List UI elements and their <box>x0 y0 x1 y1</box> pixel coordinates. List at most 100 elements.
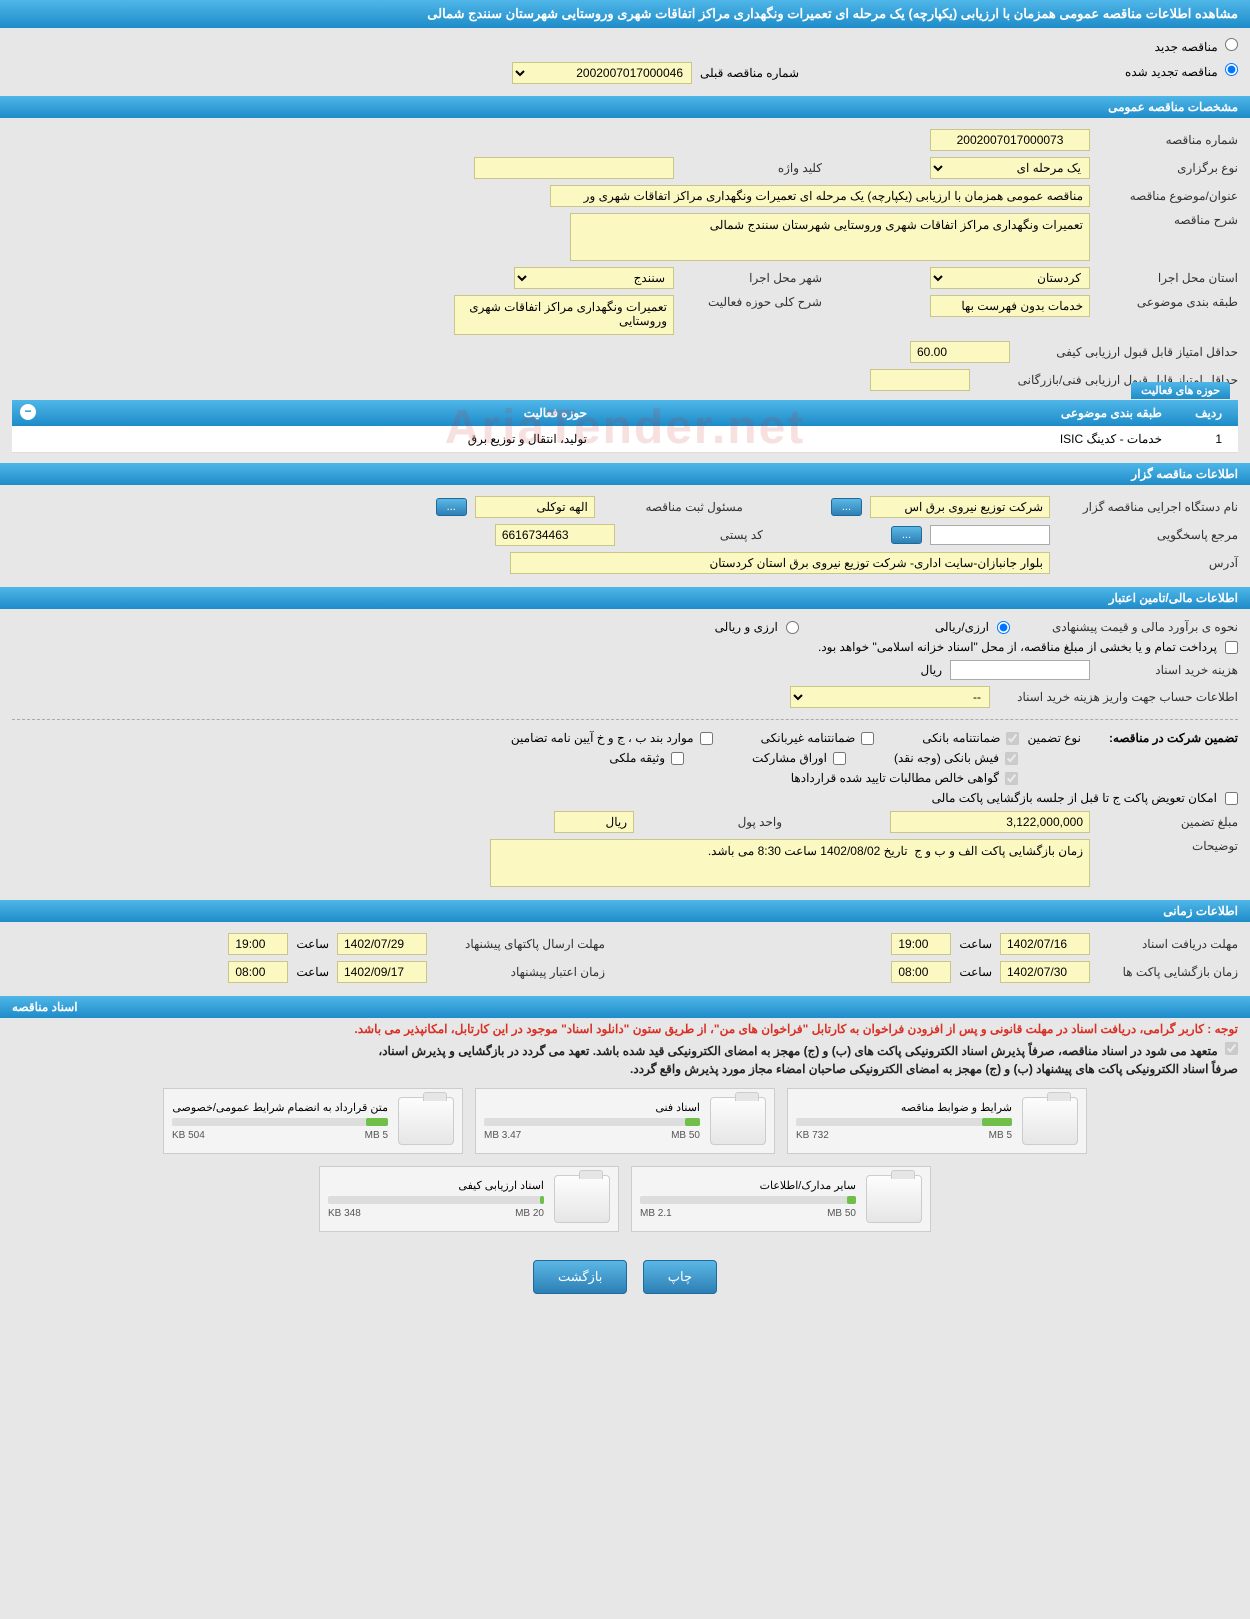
radio-est-opt1[interactable] <box>997 621 1010 634</box>
radio-renewed-tender[interactable] <box>1225 63 1238 76</box>
label-prev-number: شماره مناقصه قبلی <box>700 66 799 80</box>
value-contact: الهه توکلی <box>475 496 595 518</box>
header-general: مشخصات مناقصه عمومی <box>0 96 1250 118</box>
th-act: حوزه فعالیت <box>20 404 595 422</box>
input-keyword[interactable] <box>474 157 674 179</box>
select-holding-type[interactable]: یک مرحله ای <box>930 157 1090 179</box>
header-holder: اطلاعات مناقصه گزار <box>0 463 1250 485</box>
cb-g3[interactable] <box>700 732 713 745</box>
value-subject-class: خدمات بدون فهرست بها <box>930 295 1090 317</box>
unit-doc-cost: ریال <box>920 663 942 677</box>
value-open-time: 08:00 <box>891 961 951 983</box>
folder-icon <box>398 1097 454 1145</box>
value-receive-time: 19:00 <box>891 933 951 955</box>
cb-swap[interactable] <box>1225 792 1238 805</box>
doc-card[interactable]: اسناد ارزیابی کیفی20 MB348 KB <box>319 1166 619 1232</box>
radio-new-tender[interactable] <box>1225 38 1238 51</box>
label-amount: مبلغ تضمین <box>1098 815 1238 829</box>
value-unit: ریال <box>554 811 634 833</box>
select-prev-number[interactable]: 2002007017000046 <box>512 62 692 84</box>
input-doc-cost[interactable] <box>950 660 1090 680</box>
org-lookup-button[interactable]: ... <box>831 498 862 516</box>
progress-bar <box>796 1118 1012 1126</box>
label-activity-scope: شرح کلی حوزه فعالیت <box>682 295 822 309</box>
radio-est-opt2[interactable] <box>786 621 799 634</box>
label-swap: امکان تعویض پاکت ج تا قبل از جلسه بازگشا… <box>932 791 1217 805</box>
label-time-4: ساعت <box>296 965 329 979</box>
text-payment-note: پرداخت تمام و یا بخشی از مبلغ مناقصه، از… <box>818 640 1217 654</box>
progress-bar <box>328 1196 544 1204</box>
checkbox-payment-note[interactable] <box>1225 641 1238 654</box>
action-buttons: چاپ بازگشت <box>0 1242 1250 1312</box>
label-notes: توضیحات <box>1098 839 1238 853</box>
print-button[interactable]: چاپ <box>643 1260 717 1294</box>
contact-lookup-button[interactable]: ... <box>436 498 467 516</box>
note-black-2: صرفاً اسناد الکترونیکی پاکت های پیشنهاد … <box>0 1060 1250 1078</box>
tender-type-block: مناقصه جدید مناقصه تجدید شده شماره مناقص… <box>0 28 1250 94</box>
label-time-2: ساعت <box>959 965 992 979</box>
select-account[interactable]: -- <box>790 686 990 708</box>
label-renewed-tender: مناقصه تجدید شده <box>1125 65 1218 79</box>
label-subject-class: طبقه بندی موضوعی <box>1098 295 1238 309</box>
value-subject-short: مناقصه عمومی همزمان با ارزیابی (یکپارچه)… <box>550 185 1090 207</box>
label-time-1: ساعت <box>959 937 992 951</box>
header-timing: اطلاعات زمانی <box>0 900 1250 922</box>
doc-used: 3.47 MB <box>484 1130 521 1141</box>
doc-used: 348 KB <box>328 1208 361 1219</box>
holder-block: نام دستگاه اجرایی مناقصه گزار شرکت توزیع… <box>0 485 1250 585</box>
lbl-g6: وثیقه ملکی <box>609 751 665 765</box>
phone-lookup-button[interactable]: ... <box>891 526 922 544</box>
value-number: 2002007017000073 <box>930 129 1090 151</box>
collapse-icon[interactable]: − <box>20 404 36 420</box>
lbl-g5: اوراق مشارکت <box>752 751 827 765</box>
th-idx: ردیف <box>1170 404 1230 422</box>
progress-bar <box>484 1118 700 1126</box>
cb-g5[interactable] <box>833 752 846 765</box>
lbl-g2: ضمانتنامه غیربانکی <box>761 731 856 745</box>
doc-total: 20 MB <box>515 1208 544 1219</box>
lbl-g7: گواهی خالص مطالبات تایید شده قراردادها <box>791 771 999 785</box>
cb-g6[interactable] <box>671 752 684 765</box>
folder-icon <box>554 1175 610 1223</box>
cb-g7 <box>1005 772 1018 785</box>
label-guarantee-type: نوع تضمین <box>1027 731 1080 745</box>
select-exec-city[interactable]: سنندج <box>514 267 674 289</box>
input-phone[interactable] <box>930 525 1050 545</box>
back-button[interactable]: بازگشت <box>533 1260 627 1294</box>
label-address: آدرس <box>1058 556 1238 570</box>
label-est-opt2: ارزی و ریالی <box>715 620 778 634</box>
select-exec-province[interactable]: کردستان <box>930 267 1090 289</box>
doc-total: 50 MB <box>827 1208 856 1219</box>
folder-icon <box>710 1097 766 1145</box>
timing-block: مهلت دریافت اسناد 1402/07/16 ساعت 19:00 … <box>0 922 1250 994</box>
label-phone: مرجع پاسخگویی <box>1058 528 1238 542</box>
doc-card[interactable]: متن قرارداد به انضمام شرایط عمومی/خصوصی5… <box>163 1088 463 1154</box>
doc-card[interactable]: سایر مدارک/اطلاعات50 MB2.1 MB <box>631 1166 931 1232</box>
value-valid-time: 08:00 <box>228 961 288 983</box>
doc-name: اسناد فنی <box>484 1101 700 1114</box>
cb-g2[interactable] <box>861 732 874 745</box>
td-idx: 1 <box>1170 430 1230 448</box>
doc-card[interactable]: اسناد فنی50 MB3.47 MB <box>475 1088 775 1154</box>
progress-bar <box>640 1196 856 1204</box>
textarea-subject-full: تعمیرات ونگهداری مراکز اتفاقات شهری وروس… <box>570 213 1090 261</box>
textarea-notes: زمان بازگشایی پاکت الف و ب و ج تاریخ 140… <box>490 839 1090 887</box>
value-postal: 6616734463 <box>495 524 615 546</box>
note-red: توجه : کاربر گرامی، دریافت اسناد در مهلت… <box>0 1018 1250 1040</box>
cb-g1 <box>1006 732 1019 745</box>
header-finance: اطلاعات مالی/تامین اعتبار <box>0 587 1250 609</box>
doc-used: 2.1 MB <box>640 1208 672 1219</box>
label-send: مهلت ارسال پاکتهای پیشنهاد <box>435 937 605 951</box>
table-title: حوزه های فعالیت <box>1131 382 1230 399</box>
td-act: تولید، انتقال و توزیع برق <box>20 430 595 448</box>
doc-card[interactable]: شرایط و ضوابط مناقصه5 MB732 KB <box>787 1088 1087 1154</box>
label-org: نام دستگاه اجرایی مناقصه گزار <box>1058 500 1238 514</box>
label-new-tender: مناقصه جدید <box>1155 40 1218 54</box>
label-time-3: ساعت <box>296 937 329 951</box>
lbl-g4: فیش بانکی (وجه نقد) <box>894 751 999 765</box>
lbl-g1: ضمانتنامه بانکی <box>922 731 1000 745</box>
label-doc-cost: هزینه خرید اسناد <box>1098 663 1238 677</box>
folder-icon <box>866 1175 922 1223</box>
value-valid-date: 1402/09/17 <box>337 961 427 983</box>
label-subject-short: عنوان/موضوع مناقصه <box>1098 189 1238 203</box>
